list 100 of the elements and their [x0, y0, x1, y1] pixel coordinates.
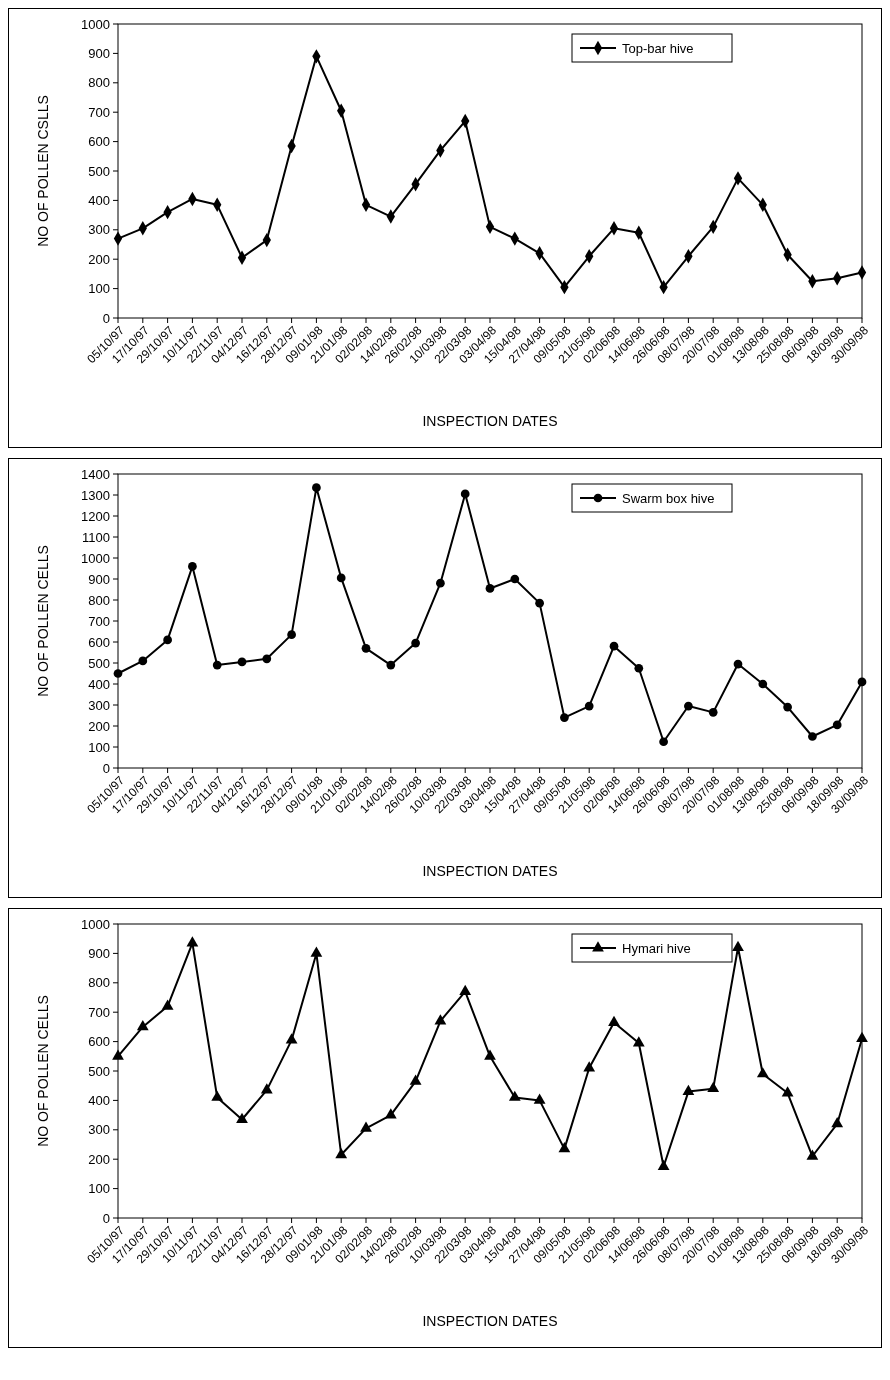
- point: [634, 663, 644, 673]
- y-tick-label: 600: [88, 134, 110, 150]
- y-tick-label: 200: [88, 251, 110, 267]
- point: [285, 1033, 298, 1044]
- y-tick-label: 0: [102, 760, 110, 776]
- y-tick-label: 300: [88, 697, 110, 713]
- y-tick-label: 700: [88, 104, 110, 120]
- point: [138, 656, 148, 666]
- point: [533, 1093, 546, 1104]
- y-tick-label: 600: [88, 634, 110, 650]
- point: [260, 1083, 273, 1094]
- y-tick-label: 200: [88, 718, 110, 734]
- y-tick-label: 200: [88, 1151, 110, 1167]
- point: [756, 1067, 769, 1078]
- point: [460, 489, 470, 499]
- y-tick-label: 0: [102, 1210, 110, 1226]
- y-tick-label: 1200: [81, 508, 110, 524]
- point: [312, 483, 321, 493]
- point: [707, 1081, 720, 1093]
- point: [361, 643, 371, 653]
- y-tick-label: 1100: [82, 529, 110, 545]
- point: [758, 679, 768, 689]
- y-tick-label: 800: [88, 592, 110, 608]
- y-axis-title: NO OF POLLEN CELLS: [35, 995, 51, 1147]
- point: [386, 660, 396, 670]
- y-tick-label: 0: [102, 310, 110, 326]
- point: [609, 641, 619, 651]
- legend-label: Top-bar hive: [622, 40, 694, 56]
- y-tick-label: 300: [88, 1122, 110, 1138]
- x-axis-title: INSPECTION DATES: [422, 863, 558, 879]
- point: [684, 701, 693, 711]
- y-tick-label: 500: [88, 1063, 110, 1079]
- y-tick-label: 400: [88, 192, 110, 208]
- point: [360, 1121, 372, 1132]
- y-tick-label: 900: [88, 945, 110, 961]
- point: [136, 1020, 149, 1031]
- point: [411, 638, 420, 648]
- point: [657, 1159, 670, 1170]
- y-axis-title: NO OF POLLEN CSLLS: [35, 95, 51, 247]
- y-tick-label: 400: [88, 1092, 110, 1108]
- y-axis-title: NO OF POLLEN CELLS: [35, 545, 51, 697]
- point: [384, 1108, 397, 1119]
- point: [211, 1090, 224, 1101]
- y-tick-label: 900: [88, 45, 110, 61]
- point: [310, 946, 323, 957]
- point: [112, 1049, 124, 1060]
- point: [188, 562, 197, 571]
- point: [608, 1015, 620, 1026]
- point: [832, 720, 842, 730]
- point: [659, 737, 668, 747]
- x-axis-title: INSPECTION DATES: [422, 1313, 558, 1329]
- point: [806, 1149, 819, 1160]
- legend-label: Hymari hive: [622, 940, 691, 956]
- point: [831, 1117, 844, 1128]
- y-tick-label: 1000: [81, 550, 110, 566]
- point: [163, 635, 172, 645]
- point: [335, 1147, 348, 1159]
- y-tick-label: 800: [88, 975, 110, 991]
- y-tick-label: 700: [88, 613, 110, 629]
- legend-label: Swarm box hive: [622, 490, 715, 506]
- point: [409, 1074, 422, 1085]
- y-tick-label: 900: [88, 571, 110, 587]
- point: [682, 1084, 695, 1095]
- point: [212, 660, 222, 670]
- point: [632, 1036, 645, 1047]
- point: [287, 630, 296, 640]
- point: [336, 573, 346, 583]
- y-tick-label: 600: [88, 1034, 110, 1050]
- y-tick-label: 1300: [81, 487, 110, 503]
- point: [732, 940, 744, 951]
- y-tick-label: 800: [88, 75, 110, 91]
- point: [781, 1086, 794, 1097]
- point: [434, 1014, 447, 1025]
- y-tick-label: 100: [88, 739, 110, 755]
- point: [236, 1112, 248, 1123]
- y-tick-label: 500: [88, 163, 110, 179]
- point: [508, 1090, 521, 1101]
- x-axis-title: INSPECTION DATES: [422, 413, 558, 429]
- point: [857, 677, 867, 687]
- y-tick-label: 700: [88, 1004, 110, 1020]
- y-tick-label: 100: [88, 1181, 110, 1197]
- point: [510, 574, 520, 584]
- point: [808, 732, 817, 741]
- y-tick-label: 400: [88, 676, 110, 692]
- y-tick-label: 1000: [81, 16, 110, 32]
- point: [856, 1031, 868, 1043]
- point: [583, 1061, 596, 1072]
- point: [485, 584, 495, 593]
- y-tick-label: 1400: [81, 466, 110, 482]
- point: [262, 654, 272, 664]
- point: [237, 657, 247, 667]
- point: [436, 578, 445, 588]
- point: [535, 598, 544, 608]
- point: [113, 669, 123, 678]
- point: [161, 999, 174, 1010]
- point: [733, 659, 743, 669]
- y-tick-label: 1000: [81, 916, 110, 932]
- point: [459, 984, 472, 996]
- point: [708, 707, 718, 717]
- point: [783, 702, 792, 712]
